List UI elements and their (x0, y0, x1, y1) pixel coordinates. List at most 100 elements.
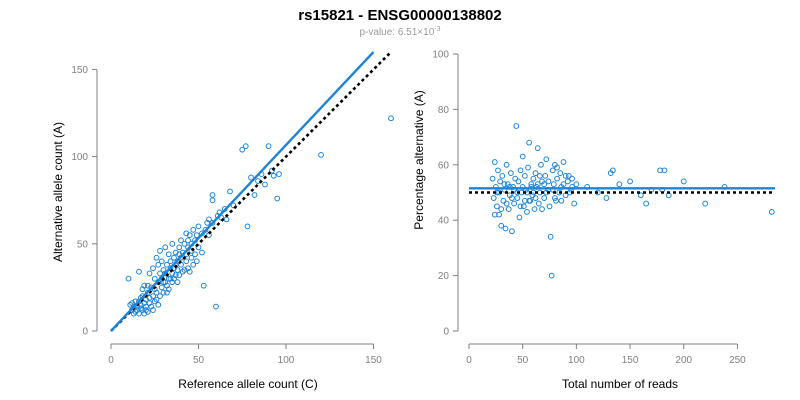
left-data-point (144, 282, 151, 289)
left-data-point (158, 258, 165, 265)
right-data-point (509, 228, 515, 235)
left-data-point (150, 293, 156, 300)
right-data-point (531, 206, 538, 213)
right-data-point (526, 197, 533, 204)
left-data-point (265, 143, 272, 150)
right-data-point (494, 203, 500, 210)
right-data-point (702, 200, 709, 207)
pvalue-subtitle: p-value: 6.51×10-3 (359, 26, 440, 38)
left-data-point (171, 254, 177, 261)
right-data-point (550, 181, 557, 188)
right-data-point (502, 225, 509, 232)
left-fit-line (110, 51, 375, 332)
left-data-point (172, 272, 179, 279)
right-data-point (549, 167, 556, 174)
right-data-point (657, 167, 664, 174)
right-data-point (521, 197, 528, 204)
left-data-point (244, 223, 251, 230)
left-data-point (193, 232, 200, 238)
right-data-point (490, 195, 497, 201)
right-data-point (569, 175, 575, 182)
left-data-point (230, 202, 237, 209)
left-data-point (262, 181, 268, 188)
left-data-point (167, 258, 174, 265)
left-data-point (195, 223, 202, 230)
right-data-point (551, 195, 558, 201)
left-data-point (157, 293, 163, 300)
right-data-point (491, 211, 498, 218)
right-y-tick-label: 0 (443, 327, 449, 338)
left-data-point (199, 249, 205, 256)
left-data-point (223, 216, 230, 223)
pvalue-prefix: p-value: 6.51×10 (359, 27, 434, 38)
right-data-point (553, 197, 559, 204)
left-data-point (176, 244, 183, 251)
right-data-point (532, 195, 539, 201)
right-data-point (539, 206, 545, 213)
right-y-tick-label: 100 (432, 50, 449, 61)
right-data-point (557, 170, 564, 177)
left-data-point (242, 143, 249, 150)
left-scatter-panel: Reference allele count (C) Alternative a… (51, 51, 394, 391)
left-x-tick-label: 50 (193, 355, 205, 366)
left-y-tick-label: 0 (82, 327, 88, 338)
right-y-axis-label: Percentage alternative (A) (412, 90, 426, 229)
left-x-tick-label: 150 (365, 355, 382, 366)
right-data-point (515, 178, 522, 185)
right-data-point (637, 192, 644, 199)
right-data-point (507, 170, 514, 177)
right-data-point (603, 195, 610, 201)
left-data-point (174, 279, 181, 286)
right-data-point (497, 178, 504, 185)
left-data-point (227, 188, 233, 195)
right-data-point (498, 206, 505, 213)
left-data-point (179, 268, 186, 275)
right-data-point (520, 203, 527, 210)
right-data-point (560, 181, 567, 188)
left-x-tick-label: 0 (108, 355, 114, 366)
left-data-point (160, 289, 167, 296)
right-x-tick-label: 250 (729, 355, 746, 366)
right-x-tick-label: 150 (622, 355, 639, 366)
right-data-point (562, 172, 569, 179)
left-data-point (185, 237, 191, 244)
right-data-point (505, 206, 512, 213)
left-data-point (164, 261, 170, 268)
left-data-point (248, 174, 254, 181)
pvalue-exponent: -3 (434, 26, 440, 33)
right-data-point (524, 208, 530, 215)
left-data-point (274, 195, 281, 202)
right-y-tick-label: 40 (438, 216, 450, 227)
left-data-point (388, 115, 394, 122)
left-data-point (251, 192, 258, 198)
left-data-point (209, 192, 216, 198)
left-data-point (181, 240, 188, 247)
right-data-point (616, 181, 623, 188)
right-data-point (768, 208, 775, 215)
right-data-point (541, 181, 548, 188)
left-data-point (183, 258, 190, 265)
left-data-point (176, 272, 183, 279)
right-data-point (503, 200, 510, 207)
right-data-point (545, 178, 552, 185)
left-data-point (167, 275, 174, 282)
left-data-point (165, 251, 172, 258)
right-data-point (661, 167, 668, 174)
left-x-axis-label: Reference allele count (C) (178, 377, 317, 391)
left-data-point (239, 146, 246, 153)
left-y-tick-label: 150 (71, 65, 88, 76)
right-data-point (528, 181, 535, 188)
right-data-point (489, 175, 496, 182)
left-y-axis-label: Alternative allele count (A) (51, 122, 65, 262)
left-data-point (162, 244, 169, 251)
right-data-point (609, 167, 616, 174)
left-data-point (155, 301, 162, 308)
left-data-point (125, 275, 132, 282)
right-data-point (627, 178, 633, 185)
right-data-point (525, 164, 531, 171)
left-data-point (164, 289, 170, 296)
right-data-point (534, 145, 541, 152)
right-data-point (498, 222, 505, 229)
right-data-point (501, 181, 508, 188)
